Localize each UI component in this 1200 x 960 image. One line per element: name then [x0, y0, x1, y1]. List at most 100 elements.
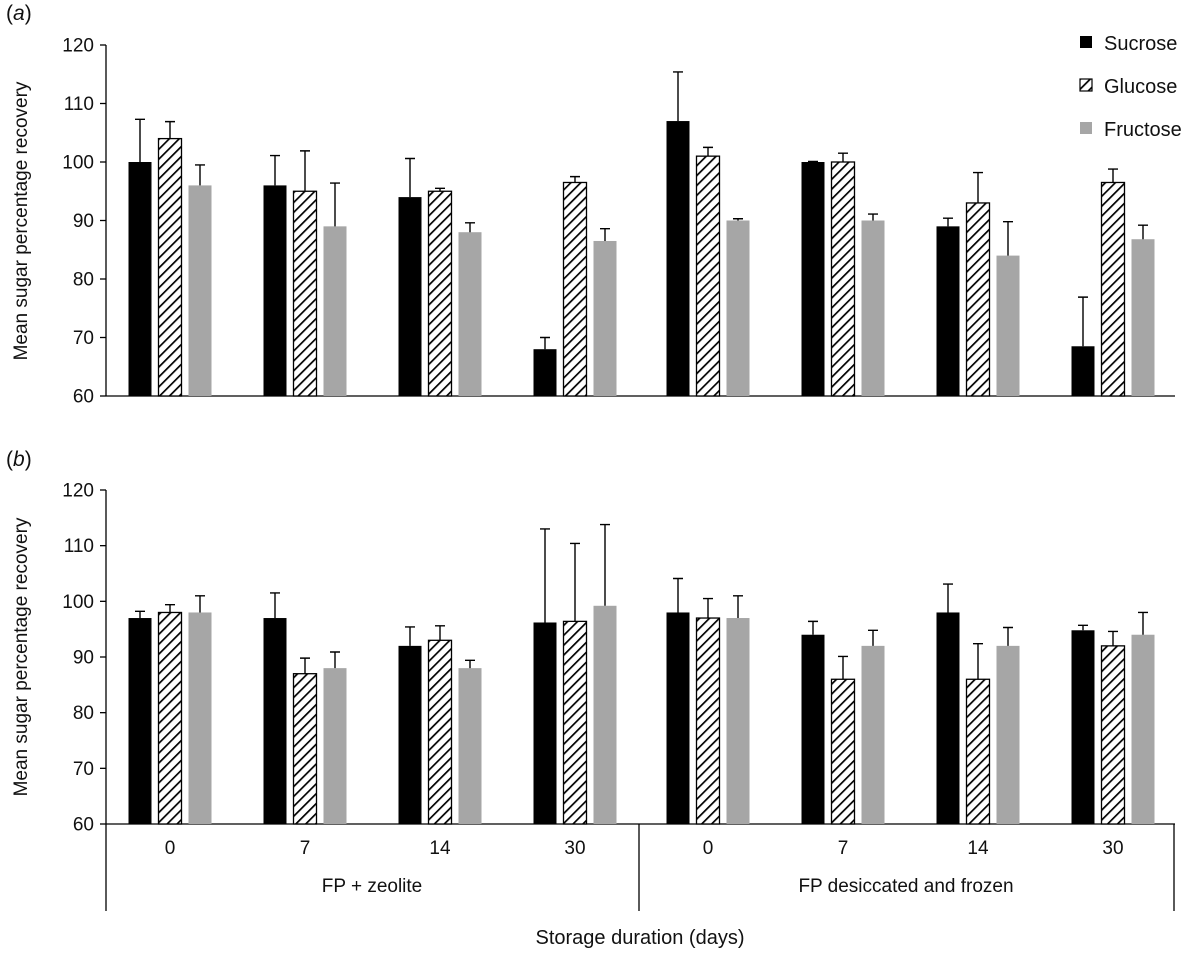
panel-a-error-bar-glucose	[300, 150, 310, 192]
panel-a-error-bar-glucose	[570, 175, 580, 183]
panel-b-error-bar-glucose	[838, 655, 848, 680]
panel-a-error-bar-sucrose	[673, 71, 683, 122]
panel-b-error-bar-sucrose	[673, 577, 683, 613]
panel-a-bar-fructose	[996, 255, 1020, 396]
panel-b-bar-fructose	[188, 612, 212, 824]
panel-b-error-bar-sucrose	[270, 592, 280, 619]
panel-a-error-bar-glucose	[838, 152, 848, 162]
category-tick-labels: 0 7 14 30 0 7 14 30	[165, 838, 1124, 859]
panel-b-bar-fructose	[726, 618, 750, 824]
legend-swatch-glucose	[1079, 78, 1093, 92]
panel-a-bar-glucose	[1100, 181, 1126, 397]
panel-a-bar-sucrose	[936, 226, 960, 396]
legend-label-sucrose: Sucrose	[1104, 33, 1177, 55]
panel-b-y-tick-label: 120	[62, 481, 94, 502]
panel-a-bar-sucrose	[1071, 346, 1095, 396]
panel-b-error-bar-glucose	[703, 597, 713, 619]
panel-b-error-bar-sucrose	[1078, 624, 1088, 631]
panel-a-error-bar-fructose	[1003, 220, 1013, 256]
panel-b-bar-glucose	[292, 673, 318, 825]
panel-b-error-bar-sucrose	[405, 626, 415, 646]
panel-b-bar-glucose	[562, 620, 588, 825]
panel-b-bar-sucrose	[936, 612, 960, 824]
panel-a-bar-glucose	[292, 190, 318, 397]
legend-swatch-sucrose	[1080, 36, 1092, 48]
panel-a-bar-fructose	[1131, 239, 1155, 396]
panel-b-y-ticks: 60 70 80 90 100 110 120	[62, 481, 106, 836]
panel-b-bar-sucrose	[263, 618, 287, 824]
panel-b-error-bar-fructose	[1138, 611, 1148, 635]
panel-a-bar-fructose	[861, 220, 885, 396]
x-tick-label: 0	[165, 838, 176, 859]
panel-b-bar-glucose	[1100, 645, 1126, 825]
panel-b-label: (b)	[6, 448, 32, 471]
panel-b-error-bar-fructose	[330, 651, 340, 669]
panel-a-bar-sucrose	[801, 162, 825, 396]
panel-b-y-tick-label: 110	[64, 536, 94, 557]
panel-b-y-tick-label: 60	[73, 815, 94, 836]
x-tick-label: 14	[967, 838, 989, 859]
panel-b-error-bar-sucrose	[943, 583, 953, 613]
panel-a-error-bar-glucose	[973, 171, 983, 203]
x-tick-label: 7	[300, 838, 311, 859]
panel-a-error-bar-sucrose	[1078, 296, 1088, 347]
panel-b-y-tick-label: 80	[73, 703, 94, 724]
panel-b-bar-sucrose	[398, 645, 422, 824]
panel-a-bar-sucrose	[398, 197, 422, 396]
panel-b-error-bar-fructose	[600, 523, 610, 606]
panel-b-error-bar-sucrose	[808, 620, 818, 635]
panel-b-error-bar-fructose	[868, 629, 878, 646]
panel-b-bar-fructose	[323, 668, 347, 824]
panel-a-bar-glucose	[157, 137, 183, 397]
panel-b-error-bar-sucrose	[135, 610, 145, 619]
panel-b-error-bar-fructose	[733, 595, 743, 619]
panel-a-error-bar-fructose	[600, 227, 610, 241]
panel-b-bars	[128, 523, 1155, 825]
panel-b-bar-fructose	[996, 645, 1020, 824]
panel-b-y-tick-label: 70	[73, 759, 94, 780]
panel-a-error-bar-sucrose	[405, 157, 415, 198]
panel-a-y-tick-label: 100	[62, 153, 94, 174]
panel-b-y-tick-label: 100	[62, 592, 94, 613]
panel-a-bar-fructose	[458, 232, 482, 396]
panel-a-bar-glucose	[427, 190, 453, 397]
panel-b-bar-glucose	[157, 611, 183, 825]
panel-b-bar-glucose	[695, 617, 721, 825]
panel-a-bar-fructose	[726, 220, 750, 396]
panel-a-label: (a)	[6, 2, 32, 25]
panel-a-error-bar-sucrose	[808, 160, 818, 163]
legend: Sucrose Glucose Fructose	[1079, 33, 1182, 141]
panel-b-error-bar-glucose	[973, 642, 983, 680]
panel-b-bar-sucrose	[666, 612, 690, 824]
panel-a-bar-sucrose	[128, 162, 152, 396]
x-tick-label: 7	[838, 838, 849, 859]
panel-a-error-bar-fructose	[868, 213, 878, 221]
panel-a-error-bar-sucrose	[540, 336, 550, 350]
panel-b-bar-fructose	[1131, 634, 1155, 824]
panel-a-bar-sucrose	[533, 349, 557, 396]
panel-a-bar-fructose	[593, 240, 617, 396]
panel-b-error-bar-glucose	[570, 542, 580, 622]
panel-a-bar-glucose	[695, 155, 721, 397]
panel-b-bar-fructose	[458, 668, 482, 824]
x-tick-label: 0	[703, 838, 714, 859]
panel-b-bar-sucrose	[533, 622, 557, 824]
legend-label-glucose: Glucose	[1104, 76, 1177, 98]
category-axis: 0 7 14 30 0 7 14 30 FP + zeolite FP desiccated …	[105, 824, 1175, 949]
panel-b-error-bar-fructose	[465, 659, 475, 669]
panel-b-error-bar-fructose	[195, 595, 205, 613]
panel-b-bar-fructose	[861, 645, 885, 824]
panel-b-error-bar-glucose	[435, 625, 445, 641]
panel-b-bar-sucrose	[128, 618, 152, 824]
panel-b-error-bar-glucose	[1108, 630, 1118, 646]
panel-b-bar-sucrose	[801, 634, 825, 824]
panel-a-bar-fructose	[188, 185, 212, 396]
x-axis-title: Storage duration (days)	[535, 927, 744, 949]
panel-b: (b) Mean sugar percentage recovery 60 70 8…	[6, 448, 1175, 836]
group-label-fp-zeolite: FP + zeolite	[322, 876, 423, 897]
group-label-fp-desiccated-frozen: FP desiccated and frozen	[798, 876, 1013, 897]
legend-item-fructose: Fructose	[1080, 119, 1182, 141]
legend-item-glucose: Glucose	[1079, 76, 1177, 98]
